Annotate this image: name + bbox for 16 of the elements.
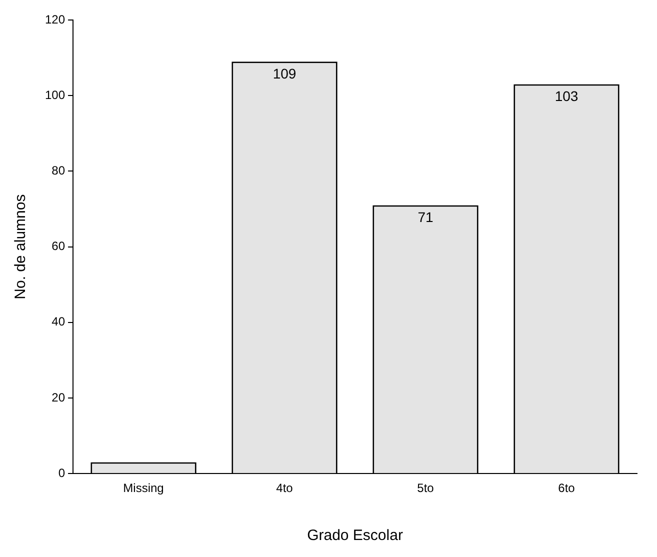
x-tick-label: Missing: [123, 481, 164, 496]
x-tick-label: 5to: [417, 481, 434, 496]
y-tick-label: 80: [52, 164, 66, 178]
x-axis-title: Grado Escolar: [307, 527, 403, 544]
y-tick-label: 100: [44, 88, 66, 102]
data-label: 71: [418, 209, 434, 226]
y-tick-label: 40: [52, 314, 66, 329]
y-tick-label: 0: [58, 466, 66, 480]
data-label: 109: [272, 65, 296, 82]
y-tick-label: 20: [52, 390, 66, 404]
x-tick-label: 6to: [558, 481, 576, 496]
y-tick-label: 60: [52, 239, 66, 254]
data-label: 103: [554, 88, 578, 104]
y-axis-title: No. de alumnos: [12, 194, 30, 300]
y-tick-label: 120: [44, 12, 66, 26]
x-tick-label: 4to: [276, 481, 294, 496]
